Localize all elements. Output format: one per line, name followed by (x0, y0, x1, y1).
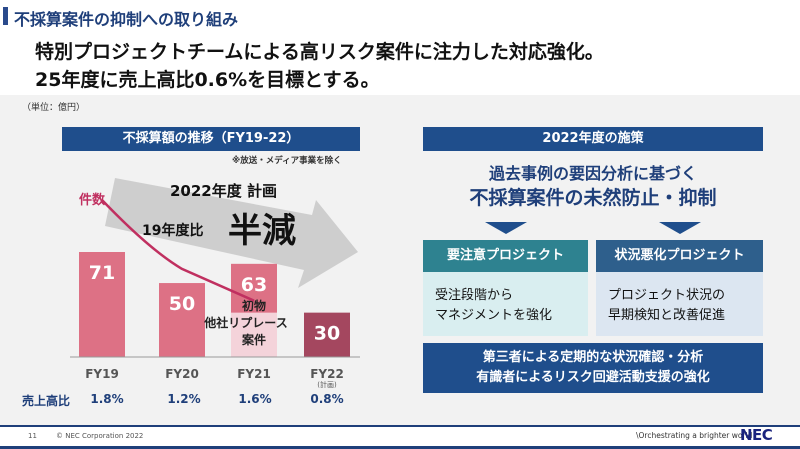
right-panel-heading: 2022年度の施策 (423, 127, 763, 151)
deteriorating-project-line-2: 早期検知と改善促進 (608, 308, 726, 323)
sales-ratio-fy22: 0.8% (310, 392, 344, 406)
subtitle-line-1: 特別プロジェクトチームによる高リスク案件に注力した対応強化。 (35, 41, 604, 63)
bar-value-fy19: 71 (89, 262, 115, 284)
deteriorating-project-line-1: プロジェクト状況の (608, 288, 726, 303)
copyright: © NEC Corporation 2022 (56, 432, 144, 440)
plan-comparison-label: 19年度比 (142, 223, 204, 239)
policy-intro-line-2: 不採算案件の未然防止・抑制 (469, 187, 717, 209)
caution-project-line-1: 受注段階から (435, 288, 514, 303)
trend-arrow (105, 178, 358, 288)
exclusion-note: ※放送・メディア事業を除く (232, 156, 342, 166)
bar-value-fy21: 63 (241, 274, 267, 296)
bar-fy20 (159, 283, 205, 357)
count-line-label: 件数 (79, 193, 106, 208)
category-label-fy20: FY20 (165, 367, 199, 381)
bar-value-fy20: 50 (169, 293, 195, 315)
bottom-strip (0, 446, 800, 449)
category-note-fy22: (計画) (317, 380, 337, 389)
category-label-fy22: FY22 (310, 367, 344, 381)
third-party-line-1: 第三者による定期的な状況確認・分析 (482, 350, 704, 365)
plan-label: 2022年度 計画 (170, 182, 277, 200)
fy21-breakdown-label-2: 他社リプレース (203, 315, 287, 330)
deteriorating-project-body: プロジェクト状況の 早期検知と改善促進 (596, 272, 763, 336)
plan-halving-emphasis: 半減 (228, 211, 296, 251)
bar-fy22 (304, 312, 350, 357)
left-panel-heading: 不採算額の推移（FY19-22） (62, 127, 360, 151)
bar-fy19 (79, 252, 125, 357)
nec-logo: NEC (740, 426, 773, 444)
policy-intro-line-1: 過去事例の要因分析に基づく (488, 164, 697, 183)
category-label-fy19: FY19 (85, 367, 119, 381)
deteriorating-project-heading: 状況悪化プロジェクト (596, 240, 763, 272)
count-line (101, 199, 255, 302)
sales-ratio-fy20: 1.2% (167, 392, 201, 406)
down-arrows (485, 222, 701, 234)
caution-project-heading: 要注意プロジェクト (423, 240, 588, 272)
unit-label: （単位：億円） (22, 103, 86, 113)
third-party-review-box: 第三者による定期的な状況確認・分析 有識者によるリスク回避活動支援の強化 (423, 343, 763, 393)
category-label-fy21: FY21 (237, 367, 271, 381)
caution-project-body: 受注段階から マネジメントを強化 (423, 272, 588, 336)
sales-ratio-fy19: 1.8% (90, 392, 124, 406)
brand-tagline: \Orchestrating a brighter world (636, 431, 753, 440)
policy-intro: 過去事例の要因分析に基づく 不採算案件の未然防止・抑制 (423, 163, 763, 211)
footer-divider (0, 425, 800, 427)
caution-project-line-2: マネジメントを強化 (435, 308, 553, 323)
title-accent-bar (3, 7, 8, 25)
down-arrow-icon (485, 222, 527, 234)
subtitle-line-2: 25年度に売上高比0.6%を目標とする。 (35, 69, 380, 91)
fy21-breakdown-label-1: 初物 (242, 298, 266, 313)
third-party-line-2: 有識者によるリスク回避活動支援の強化 (476, 370, 710, 385)
bar-fy21-lower-segment (231, 312, 277, 357)
fy21-breakdown-label-3: 案件 (241, 332, 266, 347)
page-title: 不採算案件の抑制への取り組み (14, 10, 239, 29)
bar-value-fy22: 30 (314, 323, 340, 345)
sales-ratio-label: 売上高比 (22, 394, 71, 408)
page-number: 11 (28, 432, 37, 440)
down-arrow-icon (659, 222, 701, 234)
sales-ratio-fy21: 1.6% (238, 392, 272, 406)
